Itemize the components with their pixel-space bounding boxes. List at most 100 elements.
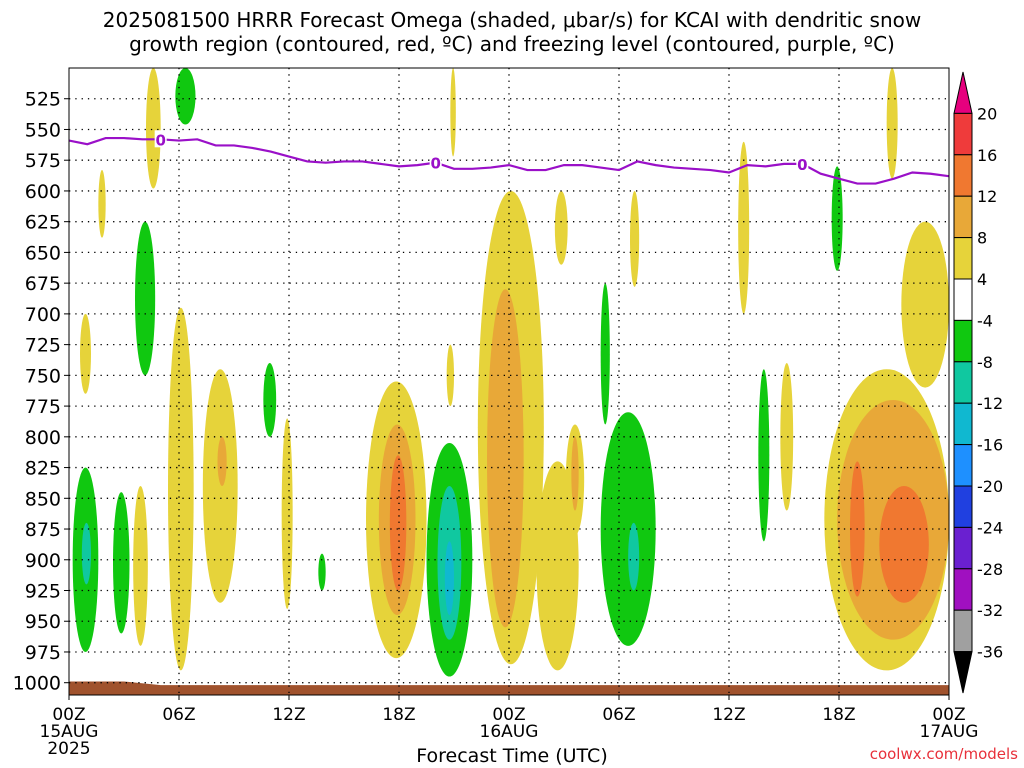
omega-region-20	[113, 492, 130, 634]
freezing-label-bg	[429, 153, 442, 171]
ytick-label: 875	[25, 519, 61, 541]
colorbar-swatch	[953, 526, 973, 570]
ytick-label: 975	[25, 642, 61, 664]
omega-region-10	[630, 190, 640, 287]
colorbar-swatch	[953, 154, 973, 197]
omega-region-1	[146, 68, 161, 189]
ytick-label: 925	[25, 581, 61, 603]
colorbar-label: -12	[977, 394, 1003, 413]
freezing-level-contour: 0 0 0	[69, 130, 949, 185]
freezing-level-label: 0	[155, 131, 165, 149]
ground-band	[69, 681, 949, 695]
source-credit: coolwx.com/models	[869, 745, 1018, 763]
omega-shading	[72, 68, 949, 677]
omega-region-24	[217, 436, 227, 487]
colorbar-bottom-arrow	[953, 651, 973, 694]
ytick-label: 575	[25, 150, 61, 172]
freezing-label-bg	[154, 130, 167, 148]
omega-region-42	[879, 485, 929, 603]
ytick-label: 775	[25, 396, 61, 418]
ytick-label: 1000	[13, 673, 61, 695]
omega-region-23	[202, 369, 238, 603]
xtick-label: 06Z	[602, 705, 635, 725]
colorbar-swatch	[953, 361, 973, 404]
omega-region-25	[318, 553, 326, 591]
ytick-label: 675	[25, 273, 61, 295]
pressure-axis: 525 550 575 600 625 650 675 700 725 750 775 800 825 8…	[13, 89, 69, 695]
colorbar-label: 4	[977, 270, 987, 289]
colorbar-label: -32	[977, 601, 1003, 620]
colorbar-label: 8	[977, 229, 987, 248]
colorbar-label: 12	[977, 187, 997, 206]
colorbar-swatch	[953, 402, 973, 446]
omega-region-28	[389, 455, 407, 591]
omega-region-31	[444, 541, 454, 616]
ytick-label: 600	[25, 181, 61, 203]
xtick-label: 12Z	[712, 705, 745, 725]
omega-region-9	[831, 166, 843, 271]
colorbar-swatch	[953, 278, 973, 321]
xtick-label: 00Z	[932, 705, 965, 725]
colorbar-label: 16	[977, 146, 997, 165]
omega-region-13	[600, 283, 610, 425]
freezing-label-bg	[796, 154, 809, 172]
colorbar-label: -4	[977, 311, 993, 330]
xtick-label: 00Z	[492, 705, 525, 725]
freezing-level-label: 0	[430, 155, 440, 173]
xtick-date: 17AUG	[920, 722, 979, 742]
omega-region-21	[133, 485, 148, 646]
omega-region-37	[600, 412, 656, 646]
chart-title-line-2: growth region (contoured, red, ºC) and f…	[129, 32, 895, 56]
omega-region-6	[135, 221, 156, 376]
colorbar-swatch	[953, 237, 973, 280]
colorbar-swatch	[953, 568, 973, 611]
colorbar-label: -36	[977, 643, 1003, 662]
colorbar-swatch	[953, 319, 973, 363]
colorbar: 20 16 12 8 4 -4 -8 -12 -16 -20 -24 -28 -32 -36	[953, 71, 1003, 694]
omega-region-2	[175, 68, 196, 125]
xtick-year: 2025	[47, 739, 90, 759]
colorbar-label: 20	[977, 104, 997, 123]
omega-region-11	[80, 313, 91, 394]
xtick-date: 16AUG	[480, 722, 539, 742]
xtick-label: 00Z	[52, 705, 85, 725]
ytick-label: 900	[25, 550, 61, 572]
omega-region-16	[780, 363, 794, 511]
xtick-label: 06Z	[162, 705, 195, 725]
chart-title-line-1: 2025081500 HRRR Forecast Omega (shaded, …	[102, 8, 922, 32]
colorbar-label: -16	[977, 436, 1003, 455]
ytick-label: 525	[25, 89, 61, 111]
ytick-label: 550	[25, 119, 61, 141]
omega-region-15	[281, 418, 293, 609]
ytick-label: 825	[25, 458, 61, 480]
xtick-label: 18Z	[822, 705, 855, 725]
ytick-label: 750	[25, 365, 61, 387]
omega-region-8	[738, 141, 750, 314]
omega-region-17	[758, 369, 770, 542]
ytick-label: 725	[25, 335, 61, 357]
x-axis-title: Forecast Time (UTC)	[416, 745, 608, 767]
colorbar-label: -24	[977, 518, 1003, 537]
ytick-label: 625	[25, 212, 61, 234]
omega-region-19	[81, 522, 91, 585]
omega-region-36	[571, 436, 579, 511]
omega-region-38	[628, 522, 640, 591]
colorbar-swatch	[953, 444, 973, 487]
ytick-label: 650	[25, 242, 61, 264]
freezing-level-label: 0	[797, 156, 807, 174]
omega-region-12	[446, 344, 455, 407]
colorbar-swatch	[953, 195, 973, 239]
omega-region-43	[901, 221, 949, 388]
ytick-label: 800	[25, 427, 61, 449]
xtick-date: 15AUG	[40, 722, 99, 742]
ground-terrain	[69, 681, 949, 695]
ytick-label: 850	[25, 488, 61, 510]
omega-region-3	[98, 170, 106, 238]
colorbar-swatch	[953, 609, 973, 653]
colorbar-label: -20	[977, 477, 1003, 496]
colorbar-swatch	[953, 485, 973, 528]
omega-region-4	[450, 68, 456, 157]
ytick-label: 950	[25, 611, 61, 633]
